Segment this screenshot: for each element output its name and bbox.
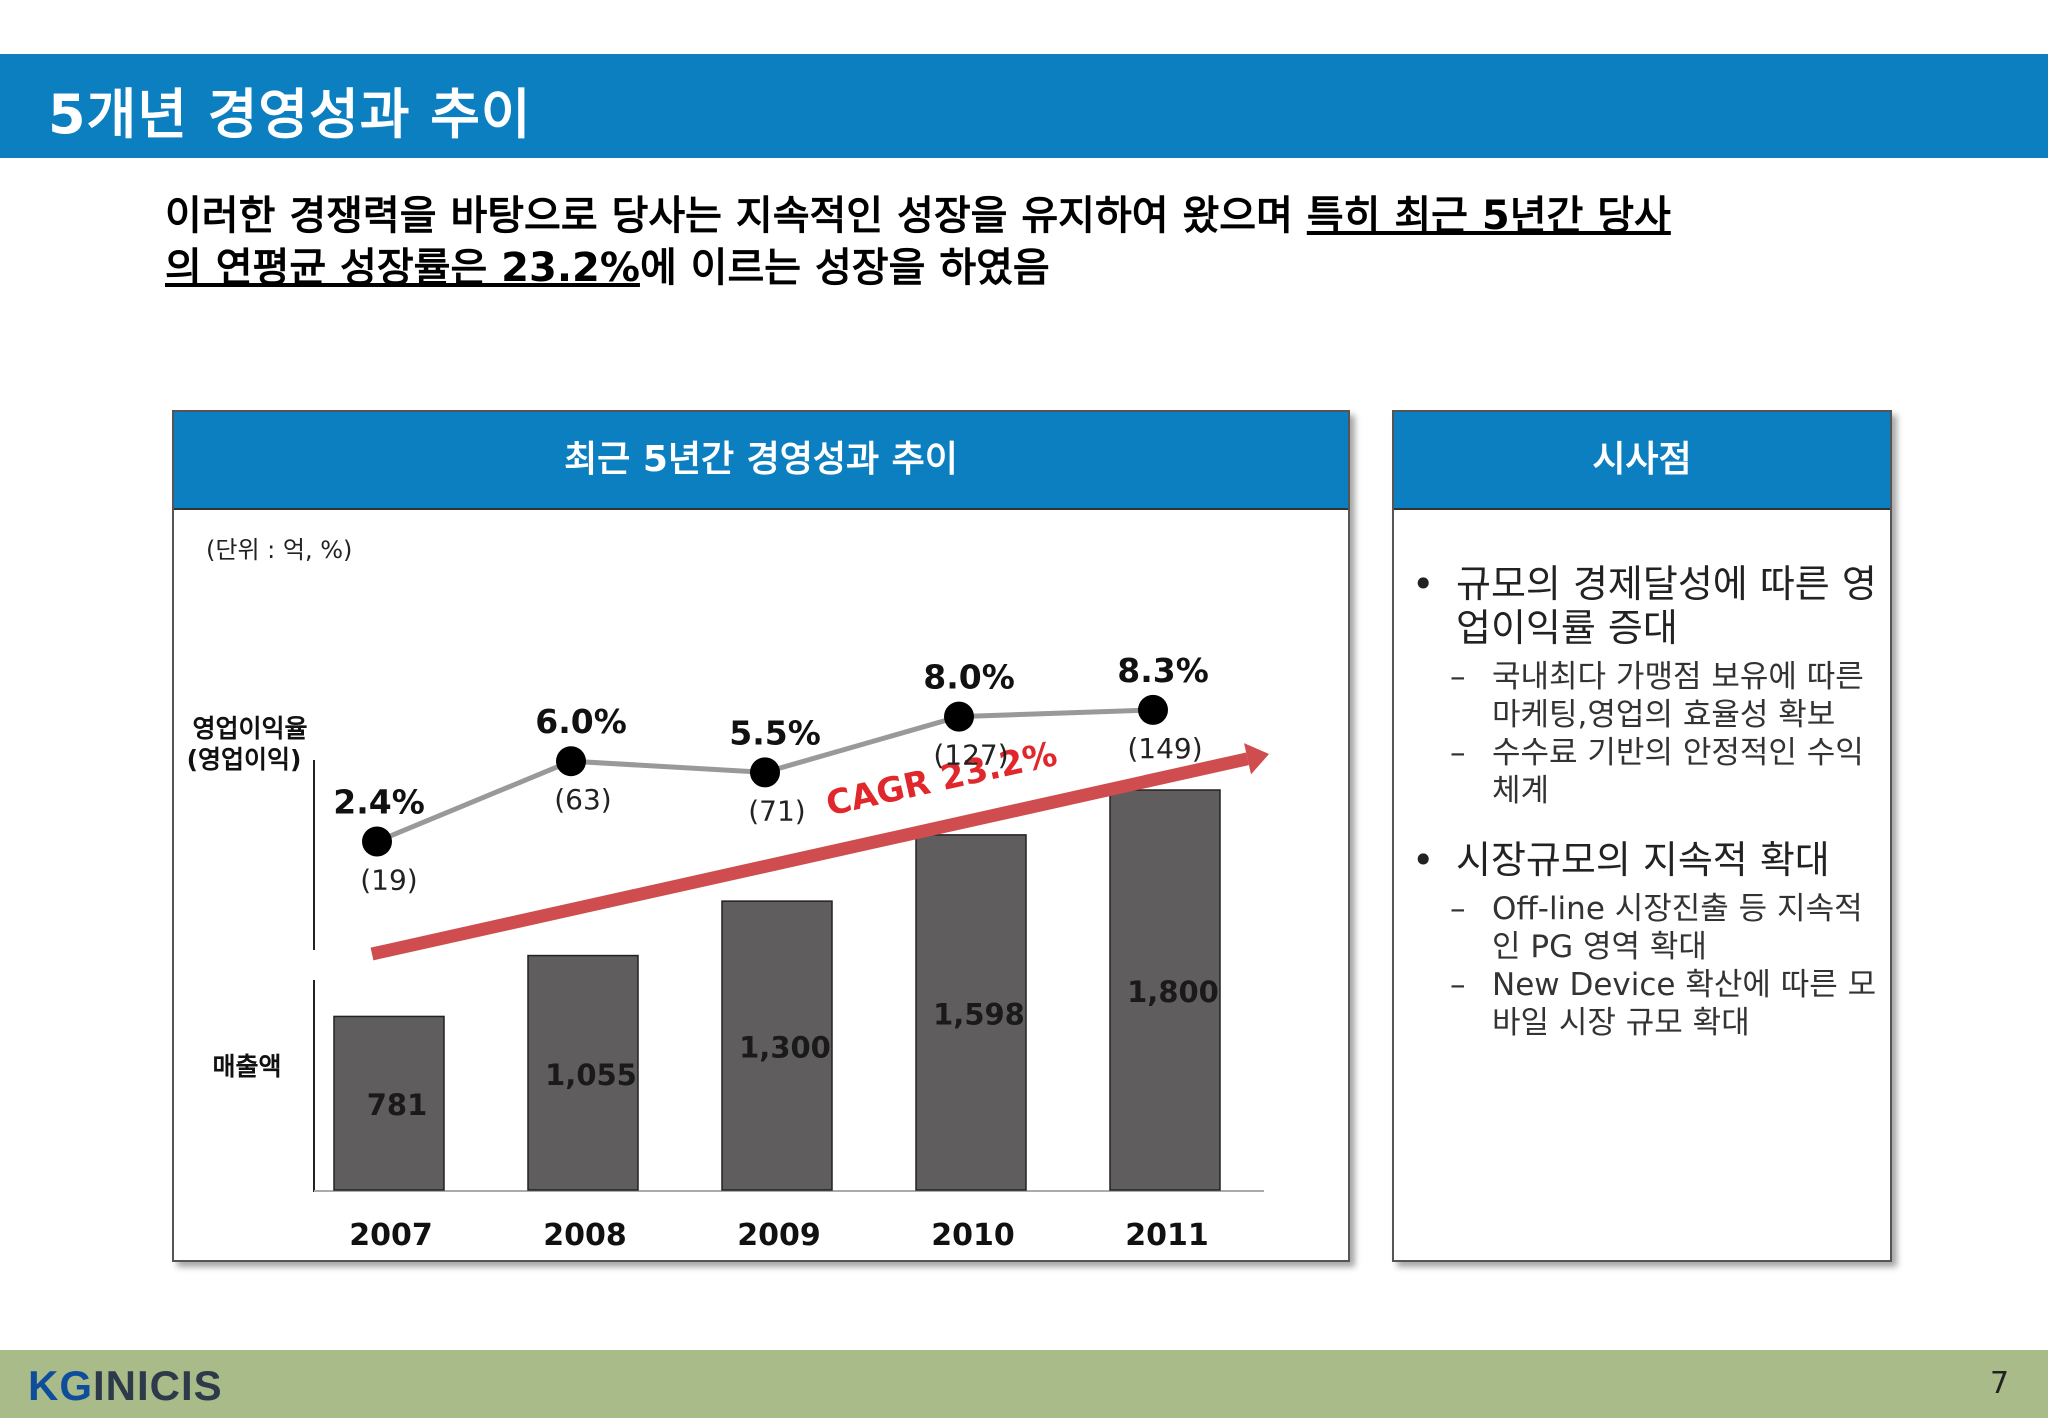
implication-subitem: – 수수료 기반의 안정적인 수익 체계 [1450, 735, 1864, 809]
title-bar: 5개년 경영성과 추이 [0, 54, 2048, 158]
implications-list: • 규모의 경제달성에 따른 영업이익률 증대 – 국내최다 가맹점 보유에 따른 마… [1412, 562, 1882, 1042]
profit-label: (71) [748, 794, 805, 827]
bar-value-label: 1,300 [739, 1031, 831, 1065]
margin-label: 2.4% [333, 782, 425, 821]
bar-axis-label: 매출액 [212, 1052, 281, 1081]
lead-statement: 이러한 경쟁력을 바탕으로 당사는 지속적인 성장을 유지하여 왔으며 특히 최… [165, 190, 1885, 294]
profit-label: (19) [360, 863, 417, 896]
bar [1109, 789, 1221, 1191]
implications-title: 시사점 [1394, 412, 1890, 510]
implication-subitem: – New Device 확산에 따른 모바일 시장 규모 확대 [1450, 967, 1877, 1041]
implication-subitem: – 국내최다 가맹점 보유에 따른 마케팅,영업의 효율성 확보 [1450, 659, 1864, 733]
profit-label: (63) [554, 783, 611, 816]
category-label: 2010 [931, 1218, 1015, 1253]
cagr-arrow [370, 752, 1249, 961]
bar [527, 954, 639, 1191]
margin-point [556, 746, 586, 777]
performance-chart: (단위 : 억, %) 영업이익율(영업이익) 매출액 781 2007 1,055 200… [187, 536, 1269, 1253]
margin-label: 8.0% [923, 658, 1015, 697]
lead-line2-plain: 에 이르는 성장을 하였음 [639, 245, 1050, 291]
page-title: 5개년 경영성과 추이 [48, 83, 532, 146]
implication-subitem: – Off-line 시장진출 등 지속적인 PG 영역 확대 [1450, 891, 1863, 965]
bar [915, 834, 1027, 1191]
margin-point [750, 757, 780, 788]
bar-value-label: 781 [367, 1088, 428, 1122]
chart-panel: 최근 5년간 경영성과 추이 (단위 : 억, %) 영업이익율 (영업이익) 매출액… [172, 410, 1350, 1262]
footer: KGINICIS 7 [0, 1350, 2048, 1418]
bar [721, 900, 833, 1191]
bar-value-label: 1,800 [1127, 975, 1219, 1009]
line-axis-label: (영업이익) [187, 745, 302, 774]
implication-item: • 규모의 경제달성에 따른 영업이익률 증대 [1412, 562, 1877, 650]
category-label: 2007 [349, 1218, 433, 1253]
margin-point [944, 701, 974, 732]
lead-line1-plain: 이러한 경쟁력을 바탕으로 당사는 지속적인 성장을 유지하여 왔으며 [165, 193, 1307, 239]
profit-label: (149) [1127, 732, 1202, 765]
margin-point [362, 826, 392, 857]
margin-label: 5.5% [729, 713, 821, 752]
lead-line1-underlined: 특히 최근 5년간 당사 [1306, 193, 1671, 239]
category-label: 2011 [1125, 1218, 1209, 1253]
implications-panel: 시사점 • 규모의 경제달성에 따른 영업이익률 증대 – 국내최다 가맹점 보유에 … [1392, 410, 1892, 1262]
profit-label: (127) [933, 739, 1008, 772]
page-number: 7 [1990, 1366, 2010, 1401]
margin-label: 6.0% [535, 702, 627, 741]
category-label: 2009 [737, 1218, 821, 1253]
chart-panel-title: 최근 5년간 경영성과 추이 [174, 412, 1348, 510]
lead-line2-underlined: 의 연평균 성장률은 23.2% [165, 245, 640, 291]
unit-note: (단위 : 억, %) [206, 536, 352, 564]
margin-point [1138, 694, 1168, 725]
cagr-arrow-head [1244, 743, 1269, 775]
bar-value-label: 1,055 [545, 1058, 637, 1092]
line-axis-label: 영업이익율 [192, 714, 307, 743]
bar-value-label: 1,598 [933, 997, 1025, 1031]
margin-label: 8.3% [1117, 651, 1209, 690]
company-logo: KGINICIS [28, 1362, 223, 1409]
category-label: 2008 [543, 1218, 627, 1253]
implication-item: • 시장규모의 지속적 확대 [1412, 838, 1830, 882]
bar [333, 1015, 445, 1191]
